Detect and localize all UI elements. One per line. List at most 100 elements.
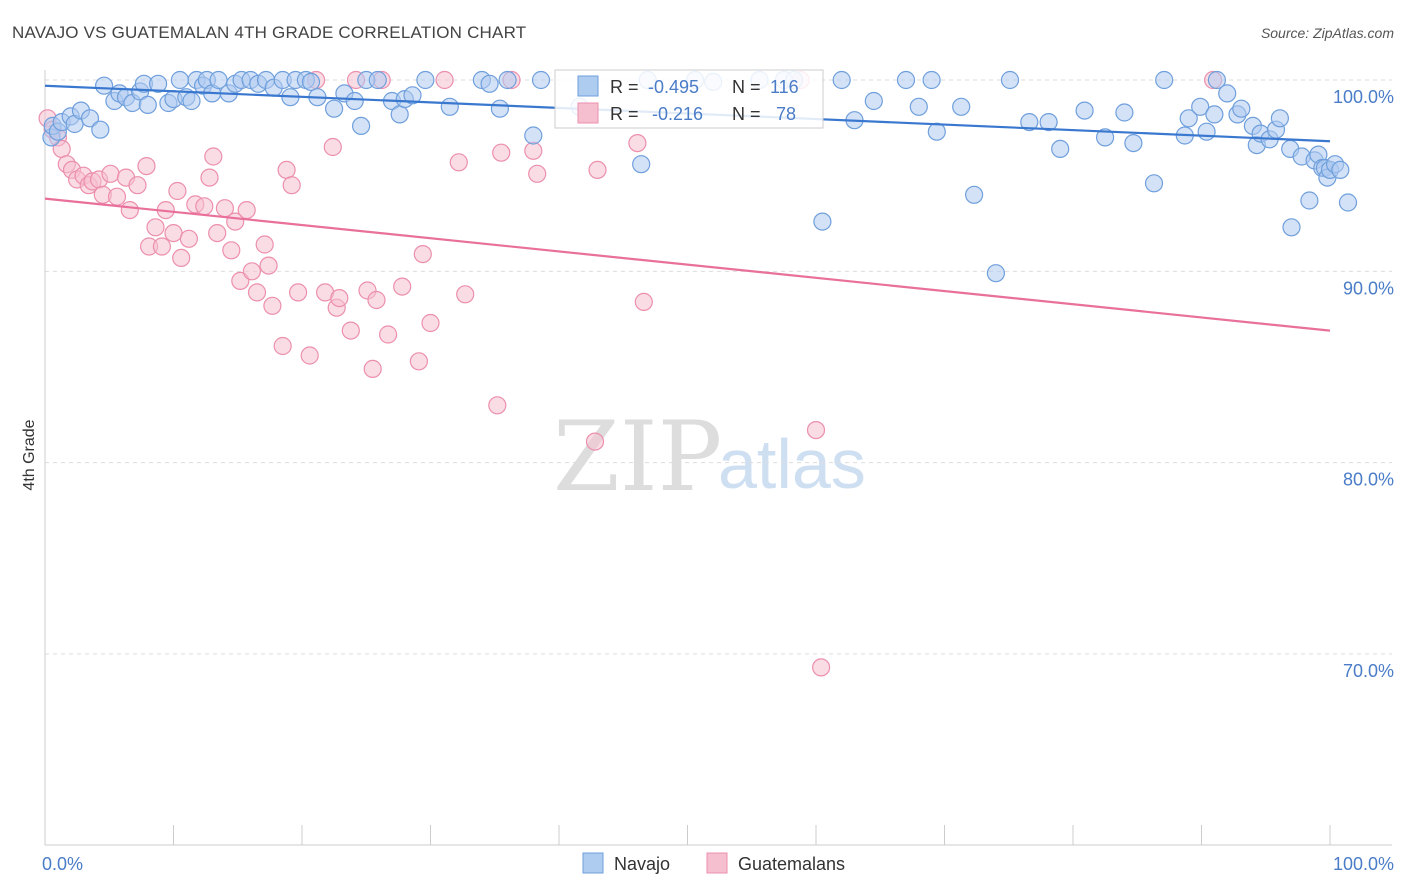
navajo-n-label: N = [732, 77, 761, 97]
navajo-point [368, 70, 387, 90]
navajo-point [1232, 99, 1251, 118]
legend-guatemalans-label: Guatemalans [738, 854, 845, 874]
navajo-point [1039, 112, 1058, 132]
guatemalans-point [628, 134, 647, 153]
watermark-atlas-text: atlas [718, 425, 866, 503]
guatemalans-point [179, 229, 198, 248]
navajo-point [531, 70, 551, 90]
guatemalans-point [524, 141, 543, 160]
guatemalans-point [242, 262, 261, 281]
guatemalans-point [806, 421, 826, 440]
guatemalans-point [330, 289, 349, 308]
guatemalans-point [341, 321, 360, 340]
navajo-point [1095, 128, 1115, 147]
navajo-point [1331, 160, 1350, 179]
guatemalans-point [289, 283, 308, 302]
guatemalans-point [492, 143, 511, 162]
guatemalans-n-value: 78 [776, 104, 796, 124]
navajo-point [138, 95, 157, 115]
guatemalans-point [282, 176, 301, 195]
navajo-r-label: R = [610, 77, 639, 97]
guatemalans-point [488, 396, 507, 415]
guatemalans-points [38, 70, 1223, 677]
navajo-point [927, 122, 946, 141]
guatemalans-point [273, 336, 292, 356]
guatemalans-point [421, 313, 440, 333]
guatemalans-point [456, 285, 475, 304]
navajo-point [1124, 134, 1143, 153]
navajo-point [91, 120, 110, 139]
guatemalans-point [152, 237, 171, 256]
guatemalans-point [247, 283, 267, 302]
guatemalans-point [200, 168, 219, 187]
navajo-point [1300, 191, 1319, 210]
y-tick-labels: 100.0% 90.0% 80.0% 70.0% [1333, 87, 1394, 681]
x-tick-label-min: 0.0% [42, 854, 83, 874]
navajo-point [403, 86, 422, 105]
guatemalans-point [172, 248, 191, 267]
navajo-point [416, 70, 435, 90]
navajo-point [1270, 109, 1290, 128]
navajo-point [480, 74, 499, 93]
y-tick-label: 100.0% [1333, 87, 1394, 107]
navajo-point [864, 91, 883, 111]
navajo-point [1115, 103, 1134, 122]
navajo-point [986, 264, 1006, 283]
guatemalans-point [204, 147, 223, 166]
y-tick-label: 80.0% [1343, 470, 1394, 490]
navajo-point [632, 155, 651, 174]
guatemalans-point [263, 296, 282, 315]
navajo-point [352, 116, 371, 136]
guatemalans-point [393, 277, 412, 296]
guatemalans-point [634, 292, 653, 311]
guatemalans-point [195, 197, 214, 216]
guatemalans-point [300, 346, 319, 365]
guatemalans-point [413, 245, 432, 264]
guatemalans-point [168, 181, 187, 201]
legend-guatemalans-swatch [706, 852, 728, 874]
chart-title: NAVAJO VS GUATEMALAN 4TH GRADE CORRELATI… [12, 23, 526, 42]
guatemalans-r-label: R = [610, 104, 639, 124]
guatemalans-point [449, 153, 468, 172]
navajo-point [1205, 105, 1224, 124]
guatemalans-point [255, 235, 274, 254]
y-tick-label: 70.0% [1343, 661, 1394, 681]
navajo-point [1282, 218, 1301, 237]
guatemalans-point [208, 224, 227, 243]
navajo-point [325, 99, 344, 118]
navajo-point [952, 97, 971, 116]
guatemalans-point [128, 176, 147, 195]
navajo-point [1338, 193, 1358, 212]
zipatlas-watermark: ZIP atlas [553, 401, 866, 513]
navajo-point [1144, 174, 1164, 193]
guatemalans-point [435, 70, 454, 90]
y-axis-title: 4th Grade [21, 419, 38, 490]
guatemalans-n-label: N = [732, 104, 761, 124]
navajo-point [909, 97, 928, 116]
navajo-stats-swatch [577, 75, 599, 97]
guatemalans-point [120, 201, 139, 220]
navajo-point [1051, 139, 1070, 158]
navajo-point [1000, 70, 1020, 90]
navajo-point [1075, 101, 1094, 120]
stats-legend-box: R = -0.495 N = 116 R = -0.216 N = 78 [554, 69, 824, 129]
navajo-point [922, 70, 941, 90]
guatemalans-point [409, 352, 428, 371]
guatemalans-point [379, 325, 398, 344]
navajo-point [94, 76, 114, 95]
navajo-n-value: 116 [770, 77, 799, 97]
guatemalans-trend-line [44, 197, 1331, 332]
guatemalans-point [101, 164, 120, 183]
guatemalans-point [588, 160, 607, 179]
navajo-point [498, 70, 517, 90]
navajo-point [1197, 122, 1216, 141]
navajo-point [1207, 70, 1227, 90]
navajo-point [1020, 112, 1039, 132]
guatemalans-point [367, 290, 386, 310]
navajo-r-value: -0.495 [648, 77, 699, 97]
source-label: Source: ZipAtlas.com [1261, 25, 1394, 41]
guatemalans-point [585, 432, 605, 451]
navajo-point [301, 72, 321, 92]
guatemalans-stats-swatch [577, 102, 599, 124]
